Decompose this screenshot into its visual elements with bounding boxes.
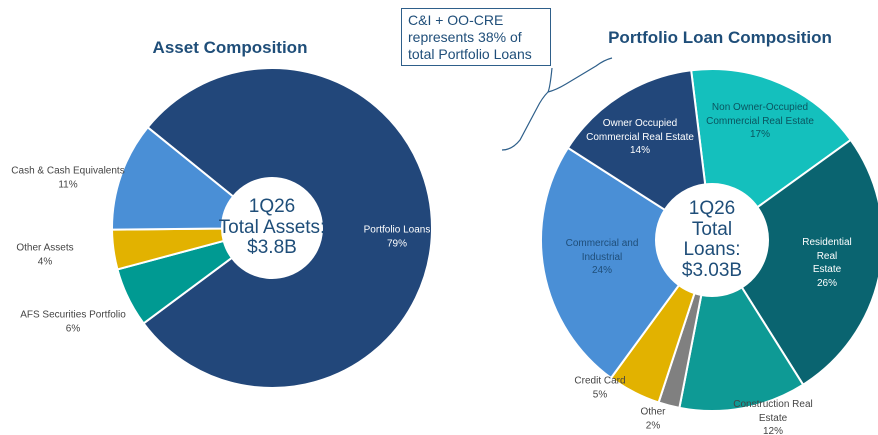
slice	[111, 125, 235, 231]
slice-label: Residential Real Estate 26%	[802, 236, 853, 290]
category-name: Credit Card	[574, 375, 626, 387]
slice	[690, 68, 853, 209]
category-name: Portfolio Loans	[363, 224, 431, 236]
slice-label: Cash & Cash Equivalents 11%	[11, 165, 124, 192]
chart-title: Portfolio Loan Composition	[608, 28, 832, 47]
value-label: 79%	[386, 238, 407, 249]
category-name: Cash & Cash Equivalents	[11, 165, 125, 177]
category-name: Other Assets	[16, 242, 74, 254]
slice-label: Commercial and Industrial 24%	[566, 237, 639, 278]
category-name: Other	[640, 406, 666, 418]
value-label: 17%	[749, 128, 770, 140]
slice	[566, 69, 707, 212]
value-label: 5%	[592, 389, 608, 400]
category-name: Residential Real Estate	[802, 237, 852, 275]
category-name: Commercial and Industrial	[565, 237, 639, 263]
slice-label: Non Owner-Occupied Commercial Real Estat…	[706, 101, 814, 142]
slice-label: Construction Real Estate 12%	[721, 398, 826, 435]
slice	[740, 138, 878, 387]
category-name: AFS Securities Portfolio	[20, 309, 126, 321]
value-label: 26%	[816, 277, 837, 289]
slice-label: Other Assets 4%	[16, 242, 73, 269]
brace	[501, 57, 613, 151]
value-label: 14%	[629, 144, 650, 156]
slice-label: Portfolio Loans 79%	[364, 224, 431, 251]
chart-title: Asset Composition	[152, 38, 308, 57]
value-label: 12%	[762, 425, 783, 435]
slice-label: AFS Securities Portfolio 6%	[20, 309, 126, 336]
slice	[142, 67, 433, 389]
category-name: Owner Occupied Commercial Real Estate	[586, 117, 694, 143]
value-label: 11%	[58, 179, 78, 190]
category-name: Construction Real Estate	[733, 398, 813, 424]
value-label: 4%	[37, 256, 53, 267]
value-label: 24%	[591, 264, 612, 276]
center-text: 1Q26 Total Loans: $3.03B	[681, 197, 743, 281]
slice	[678, 286, 805, 412]
value-label: 6%	[65, 323, 81, 334]
annotation: C&I + OO-CRE represents 38% of total Por…	[401, 8, 551, 66]
slice-label: Owner Occupied Commercial Real Estate 14%	[586, 117, 694, 158]
value-label: 2%	[645, 420, 661, 431]
slice-label: Credit Card 5%	[574, 375, 625, 402]
center-text: 1Q26 Total Assets: $3.8B	[218, 196, 326, 259]
category-name: Non Owner-Occupied Commercial Real Estat…	[706, 101, 814, 127]
slice	[540, 146, 681, 380]
slice-label: Other 2%	[640, 406, 665, 433]
